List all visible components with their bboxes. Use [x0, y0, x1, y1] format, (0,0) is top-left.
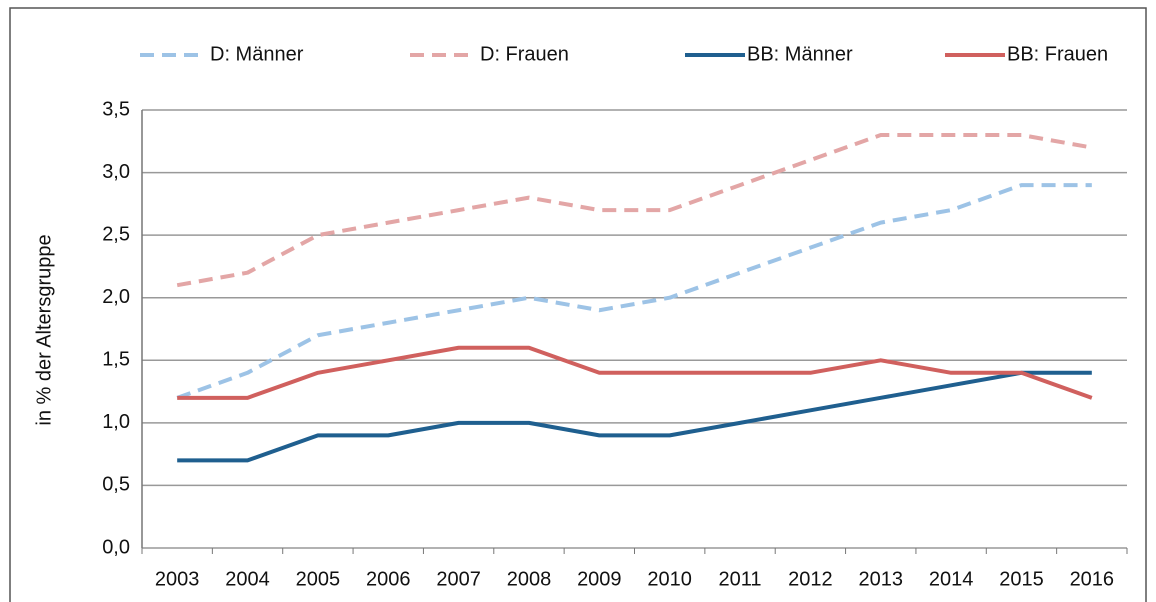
y-tick-label: 0,0	[102, 536, 130, 558]
legend-label: D: Männer	[210, 43, 304, 65]
x-tick-label: 2007	[436, 568, 481, 590]
legend-label: BB: Männer	[747, 43, 853, 65]
x-tick-label: 2014	[929, 568, 974, 590]
y-tick-label: 2,5	[102, 223, 130, 245]
x-tick-label: 2010	[647, 568, 692, 590]
y-tick-label: 2,0	[102, 286, 130, 308]
x-tick-label: 2005	[296, 568, 341, 590]
x-tick-label: 2006	[366, 568, 411, 590]
x-tick-label: 2004	[225, 568, 270, 590]
x-tick-label: 2003	[155, 568, 200, 590]
line-series	[176, 183, 1092, 400]
line-series	[176, 133, 1093, 288]
legend-label: D: Frauen	[480, 43, 569, 65]
x-tick-label: 2015	[999, 568, 1044, 590]
x-tick-label: 2016	[1070, 568, 1115, 590]
x-tick-label: 2009	[577, 568, 622, 590]
y-tick-label: 0,5	[102, 474, 130, 496]
y-tick-label: 1,0	[102, 411, 130, 433]
legend-label: BB: Frauen	[1007, 43, 1108, 65]
y-tick-label: 1,5	[102, 349, 130, 371]
line-series	[177, 345, 1093, 400]
y-tick-label: 3,5	[102, 98, 130, 120]
x-tick-label: 2012	[788, 568, 833, 590]
x-tick-label: 2013	[859, 568, 904, 590]
y-axis-label: in % der Altersgruppe	[33, 234, 55, 425]
chart-frame	[9, 7, 1147, 602]
x-tick-label: 2011	[719, 568, 762, 590]
y-tick-label: 3,0	[102, 161, 130, 183]
x-tick-label: 2008	[507, 568, 552, 590]
line-series	[177, 370, 1092, 463]
